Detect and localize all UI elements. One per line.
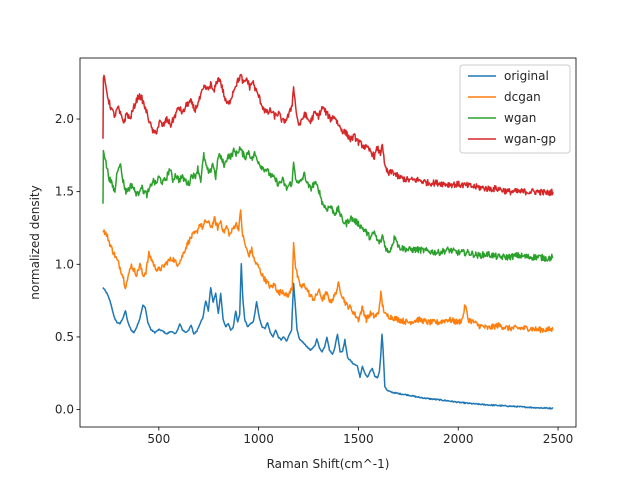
y-tick-label: 2.0 (55, 112, 74, 126)
series-line-wgan (102, 146, 554, 262)
x-axis: 500 1000 1500 2000 2500 (147, 427, 573, 446)
x-tick-label: 1500 (343, 432, 374, 446)
legend-label-dcgan: dcgan (504, 90, 541, 104)
legend-label-wgan-gp: wgan-gp (504, 132, 556, 146)
x-tick-label: 1000 (243, 432, 274, 446)
x-tick-label: 2000 (443, 432, 474, 446)
x-axis-label: Raman Shift(cm^-1) (267, 457, 390, 471)
x-tick-label: 500 (147, 432, 170, 446)
series-line-original (102, 263, 554, 410)
y-tick-label: 1.0 (55, 257, 74, 271)
y-tick-label: 0.5 (55, 330, 74, 344)
series-line-dcgan (102, 209, 554, 334)
series-layer (102, 73, 554, 410)
x-tick-label: 2500 (543, 432, 574, 446)
y-axis-label: normalized density (28, 185, 42, 300)
y-axis: 0.0 0.5 1.0 1.5 2.0 (55, 112, 80, 417)
series-line-wgan-gp (102, 73, 554, 197)
y-tick-label: 1.5 (55, 185, 74, 199)
plot-frame (79, 57, 577, 428)
legend-box (459, 64, 571, 154)
legend: original dcgan wgan wgan-gp (459, 64, 571, 154)
legend-label-wgan: wgan (504, 111, 536, 125)
legend-label-original: original (504, 69, 549, 83)
y-tick-label: 0.0 (55, 403, 74, 417)
